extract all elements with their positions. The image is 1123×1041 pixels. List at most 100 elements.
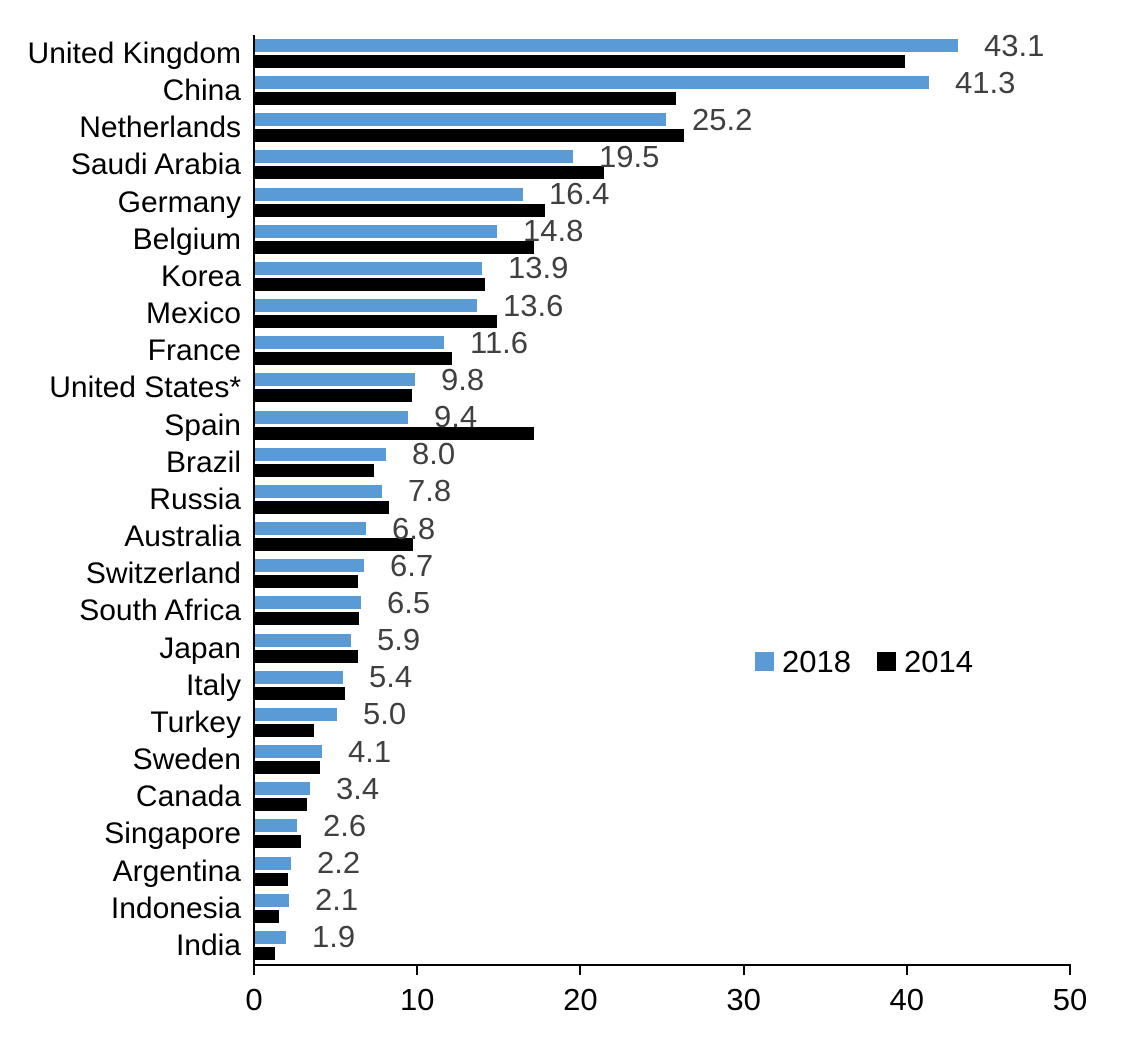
chart-row-turkey: 5.0: [255, 697, 1071, 741]
legend: 2018 2014: [755, 644, 973, 679]
category-label-canada: Canada: [135, 780, 241, 814]
category-label-saudi-arabia: Saudi Arabia: [70, 148, 241, 182]
chart-row-russia: 7.8: [255, 474, 1071, 518]
category-label-russia: Russia: [149, 482, 241, 516]
value-label-australia: 6.8: [392, 510, 436, 546]
category-label-germany: Germany: [117, 185, 241, 219]
value-label-south-africa: 6.5: [387, 584, 431, 620]
category-label-korea: Korea: [160, 259, 241, 293]
bar-2018-russia: [255, 484, 382, 498]
x-tick-mark-10: [416, 966, 419, 975]
chart-row-belgium: 14.8: [255, 214, 1071, 258]
value-label-japan: 5.9: [377, 622, 421, 658]
x-tick-label-40: 40: [889, 982, 925, 1017]
bar-2018-canada: [255, 782, 310, 796]
bar-2014-brazil: [255, 463, 374, 477]
legend-label-2014: 2014: [903, 644, 973, 679]
chart-row-united-kingdom: 43.1: [255, 28, 1071, 72]
x-tick-label-20: 20: [563, 982, 598, 1017]
value-label-turkey: 5.0: [363, 696, 407, 732]
value-label-france: 11.6: [470, 324, 529, 360]
value-label-singapore: 2.6: [323, 807, 367, 843]
bar-2018-brazil: [255, 447, 386, 461]
bar-2014-saudi-arabia: [255, 166, 604, 180]
value-label-saudi-arabia: 19.5: [599, 138, 660, 174]
bar-2018-netherlands: [255, 113, 666, 127]
value-label-switzerland: 6.7: [390, 547, 434, 583]
bar-2014-japan: [255, 649, 358, 663]
category-label-switzerland: Switzerland: [85, 557, 241, 591]
chart-row-argentina: 2.2: [255, 846, 1071, 890]
x-tick-mark-20: [579, 966, 582, 975]
chart-row-south-africa: 6.5: [255, 585, 1071, 629]
chart-row-china: 41.3: [255, 65, 1071, 109]
bar-2014-south-africa: [255, 612, 359, 626]
x-tick-label-50: 50: [1052, 982, 1088, 1017]
bar-2018-switzerland: [255, 559, 364, 573]
category-label-spain: Spain: [164, 408, 241, 442]
bar-2014-indonesia: [255, 909, 279, 923]
value-label-spain: 9.4: [434, 399, 478, 435]
category-label-united-kingdom: United Kingdom: [27, 37, 241, 70]
bar-2014-italy: [255, 686, 345, 700]
chart-row-korea: 13.9: [255, 251, 1071, 295]
value-label-brazil: 8.0: [412, 436, 456, 472]
chart-row-india: 1.9: [255, 920, 1071, 964]
bar-2018-spain: [255, 410, 408, 424]
legend-item-2014: 2014: [876, 644, 973, 679]
legend-label-2018: 2018: [782, 644, 851, 679]
bar-2014-canada: [255, 798, 307, 812]
bar-2018-argentina: [255, 856, 291, 870]
legend-swatch-2018-icon: [755, 652, 774, 671]
chart-row-indonesia: 2.1: [255, 883, 1071, 927]
chart-row-saudi-arabia: 19.5: [255, 139, 1071, 183]
category-label-indonesia: Indonesia: [110, 891, 241, 925]
x-tick-label-0: 0: [245, 982, 263, 1017]
chart-row-united-states: 9.8: [255, 362, 1071, 406]
legend-item-2018: 2018: [755, 644, 851, 679]
bar-2014-netherlands: [255, 129, 684, 143]
bar-2014-spain: [255, 426, 534, 440]
bar-2014-sweden: [255, 761, 320, 775]
bar-2018-sweden: [255, 745, 322, 759]
x-tick-mark-40: [905, 966, 908, 975]
value-label-canada: 3.4: [336, 770, 380, 806]
value-label-united-kingdom: 43.1: [984, 27, 1045, 63]
category-label-japan: Japan: [159, 631, 241, 665]
value-label-belgium: 14.8: [523, 213, 584, 249]
bar-2018-mexico: [255, 299, 477, 313]
category-label-turkey: Turkey: [150, 705, 241, 739]
bar-2018-italy: [255, 670, 343, 684]
category-label-belgium: Belgium: [132, 222, 241, 256]
chart-row-canada: 3.4: [255, 771, 1071, 815]
category-label-netherlands: Netherlands: [79, 111, 241, 145]
chart-row-switzerland: 6.7: [255, 548, 1071, 592]
bar-2014-india: [255, 946, 275, 960]
bar-2014-korea: [255, 277, 485, 291]
bar-2014-united-kingdom: [255, 55, 905, 68]
category-label-india: India: [175, 928, 241, 962]
bar-2014-mexico: [255, 315, 497, 329]
category-label-sweden: Sweden: [132, 743, 241, 777]
category-label-italy: Italy: [185, 668, 241, 702]
value-label-italy: 5.4: [369, 659, 413, 695]
value-label-russia: 7.8: [408, 473, 452, 509]
bar-2018-belgium: [255, 224, 497, 238]
bar-2018-saudi-arabia: [255, 150, 573, 164]
bar-2014-germany: [255, 203, 545, 217]
category-label-brazil: Brazil: [165, 445, 241, 479]
bar-2018-south-africa: [255, 596, 361, 610]
bar-2018-india: [255, 930, 286, 944]
x-tick-label-10: 10: [399, 982, 435, 1017]
chart-row-japan: 5.9: [255, 623, 1071, 667]
chart-row-australia: 6.8: [255, 511, 1071, 555]
value-label-netherlands: 25.2: [692, 101, 753, 137]
bar-2014-turkey: [255, 723, 314, 737]
x-tick-label-30: 30: [726, 982, 761, 1017]
bar-2018-japan: [255, 633, 351, 647]
category-label-china: China: [162, 74, 241, 108]
x-tick-mark-50: [1069, 966, 1071, 975]
category-label-united-states: United States*: [49, 371, 241, 405]
bar-2014-united-states: [255, 389, 412, 403]
